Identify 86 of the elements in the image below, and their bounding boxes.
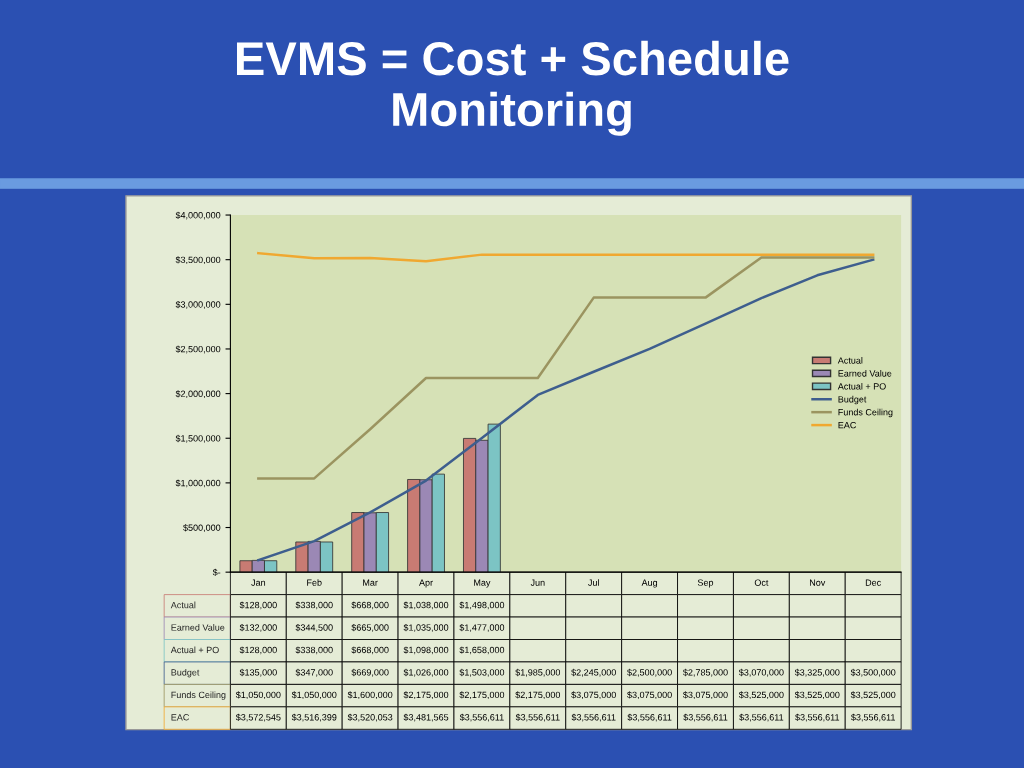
data-label: $3,520,053 (347, 713, 393, 722)
data-label: $3,525,000 (850, 691, 896, 700)
text: Funds Ceiling (171, 691, 226, 700)
x-tick-label: Dec (865, 579, 881, 586)
data-label: $2,785,000 (683, 668, 728, 677)
data-label: $3,070,000 (738, 668, 784, 677)
data-label: $2,175,000 (459, 691, 505, 700)
data-label: $3,556,611 (739, 713, 784, 722)
data-label: $2,175,000 (515, 691, 561, 700)
data-label: $1,098,000 (403, 646, 449, 655)
data-label: $2,245,000 (571, 668, 616, 677)
text: Actual + PO (170, 646, 219, 654)
data-label: $132,000 (239, 623, 277, 632)
x-tick-label: Sep (697, 579, 714, 588)
data-label: $347,000 (295, 668, 333, 677)
data-label: $3,075,000 (683, 691, 728, 700)
text: EAC (171, 714, 190, 721)
y-tick-label: $4,000,000 (175, 211, 221, 220)
x-tick-label: Jun (530, 579, 545, 586)
text: Budget (171, 668, 200, 678)
x-tick-label: May (474, 579, 491, 588)
x-tick-label: Nov (809, 579, 826, 586)
data-label: $3,556,611 (571, 713, 616, 722)
data-label: $1,658,000 (459, 646, 505, 655)
data-label: $3,075,000 (571, 691, 616, 700)
y-tick-label: $3,500,000 (175, 256, 221, 265)
data-label: $668,000 (351, 601, 389, 610)
legend-label: Actual (837, 357, 863, 364)
legend-label: Earned Value (838, 370, 892, 377)
x-tick-label: Aug (641, 579, 658, 588)
data-label: $1,050,000 (291, 691, 337, 700)
y-tick-label: $3,000,000 (175, 300, 221, 309)
data-label: $3,525,000 (738, 691, 784, 700)
data-label: $3,075,000 (627, 691, 672, 700)
y-tick-label: $2,500,000 (175, 345, 221, 354)
legend-label: Budget (838, 395, 867, 405)
x-tick-label: Jul (588, 579, 599, 586)
data-label: $2,500,000 (627, 668, 672, 677)
data-label: $1,026,000 (403, 668, 449, 677)
x-tick-label: Jan (251, 579, 266, 586)
data-label: $128,000 (239, 601, 277, 610)
data-label: $2,175,000 (403, 691, 449, 700)
chart-title: EVMS = Cost + Schedule Monitoring (237, 40, 789, 136)
data-label: $3,556,611 (795, 713, 840, 722)
data-label: $338,000 (295, 601, 333, 610)
data-label: $344,500 (295, 623, 333, 632)
y-tick-label: $1,500,000 (175, 434, 221, 443)
data-label: $3,500,000 (850, 668, 896, 677)
x-tick-label: Mar (363, 579, 378, 586)
legend-label: Funds Ceiling (838, 408, 893, 418)
data-label: $665,000 (351, 623, 389, 632)
data-label: $128,000 (239, 646, 277, 655)
y-tick-label: $500,000 (183, 524, 221, 532)
data-label: $1,503,000 (459, 668, 505, 677)
data-label: $668,000 (351, 646, 389, 655)
line-series (257, 251, 875, 263)
data-label: $3,556,611 (515, 713, 560, 722)
data-label: $1,498,000 (459, 601, 505, 610)
data-label: $1,600,000 (347, 691, 393, 700)
data-label: $3,572,545 (235, 713, 281, 722)
data-label: $3,325,000 (794, 668, 840, 677)
text: Actual (170, 601, 196, 609)
data-label: $3,556,611 (851, 713, 895, 722)
x-tick-label: Apr (419, 579, 433, 588)
data-label: $1,050,000 (235, 691, 281, 700)
data-label: $3,556,611 (683, 713, 728, 722)
data-label: $1,038,000 (403, 601, 449, 610)
y-tick-label: $- (212, 568, 221, 577)
legend-label: EAC (838, 421, 857, 429)
data-label: $1,477,000 (459, 623, 505, 632)
x-tick-label: Oct (754, 579, 769, 586)
x-tick-label: Feb (307, 579, 322, 586)
data-label: $3,481,565 (403, 713, 449, 722)
y-tick-label: $1,000,000 (175, 479, 221, 488)
data-label: $135,000 (239, 668, 277, 677)
data-label: $669,000 (351, 668, 389, 677)
data-label: $338,000 (295, 646, 333, 655)
y-tick-label: $2,000,000 (175, 390, 221, 399)
data-label: $1,035,000 (403, 623, 449, 632)
data-label: $3,525,000 (794, 691, 840, 700)
legend-label: Actual + PO (837, 382, 886, 390)
data-label: $3,556,611 (627, 713, 672, 722)
data-label: $1,985,000 (515, 668, 561, 677)
text: Earned Value (171, 624, 225, 631)
data-label: $3,556,611 (459, 713, 504, 722)
data-label: $3,516,399 (291, 713, 337, 722)
